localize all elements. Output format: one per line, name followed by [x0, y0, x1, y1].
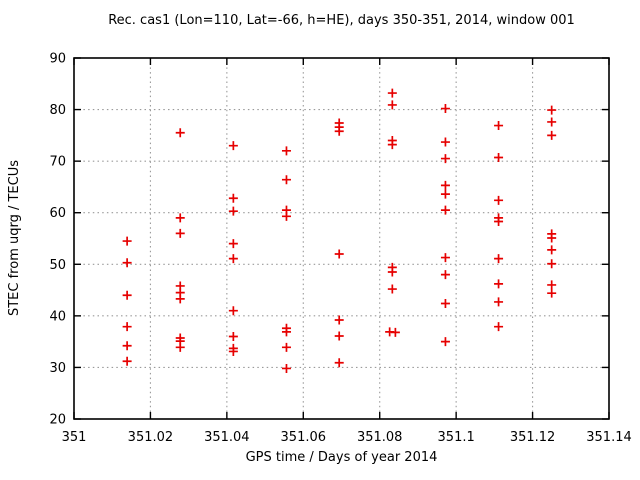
- y-tick-label: 40: [49, 309, 66, 324]
- data-point: [547, 105, 557, 115]
- data-point: [175, 342, 185, 352]
- data-point: [334, 358, 344, 368]
- chart-title: Rec. cas1 (Lon=110, Lat=-66, h=HE), days…: [108, 13, 575, 28]
- data-point: [281, 211, 291, 221]
- y-tick-label: 70: [49, 155, 66, 170]
- x-tick-label: 351.14: [586, 430, 632, 445]
- data-point: [281, 146, 291, 156]
- data-point: [494, 216, 504, 226]
- data-point: [228, 306, 238, 316]
- y-tick-label: 90: [49, 52, 66, 67]
- x-tick-label: 351.04: [204, 430, 250, 445]
- y-axis-label: STEC from uqrg / TECUs: [7, 159, 22, 317]
- data-point: [175, 128, 185, 138]
- data-point: [281, 342, 291, 352]
- data-point: [122, 258, 132, 268]
- data-point: [281, 175, 291, 185]
- y-tick-label: 20: [49, 413, 66, 428]
- data-point: [228, 239, 238, 249]
- data-point: [281, 327, 291, 337]
- data-point: [281, 363, 291, 373]
- data-point: [494, 254, 504, 264]
- data-point: [228, 141, 238, 151]
- data-point: [175, 213, 185, 223]
- y-tick-label: 60: [49, 206, 66, 221]
- data-point: [440, 180, 450, 190]
- data-point: [334, 126, 344, 136]
- data-point: [547, 117, 557, 127]
- data-point: [228, 206, 238, 216]
- data-point: [547, 245, 557, 255]
- x-tick-label: 351: [62, 430, 87, 445]
- data-point: [390, 327, 400, 337]
- data-point: [547, 259, 557, 269]
- data-point: [440, 298, 450, 308]
- data-point: [440, 270, 450, 280]
- data-point: [494, 297, 504, 307]
- data-point: [547, 233, 557, 243]
- data-point: [440, 154, 450, 164]
- y-tick-label: 30: [49, 361, 66, 376]
- x-tick-label: 351.08: [357, 430, 403, 445]
- x-tick-label: 351.12: [510, 430, 556, 445]
- data-point: [440, 205, 450, 215]
- data-point: [494, 322, 504, 332]
- plot-border: [73, 57, 610, 420]
- data-point: [334, 249, 344, 259]
- data-point: [228, 331, 238, 341]
- data-point: [547, 130, 557, 140]
- data-point: [547, 280, 557, 290]
- data-point: [494, 279, 504, 289]
- y-tick-label: 80: [49, 103, 66, 118]
- x-tick-label: 351.06: [281, 430, 327, 445]
- data-point: [547, 288, 557, 298]
- data-point: [387, 100, 397, 110]
- data-point: [440, 189, 450, 199]
- data-point: [440, 253, 450, 263]
- x-tick-label: 351.02: [128, 430, 174, 445]
- x-tick-label: 351.1: [438, 430, 475, 445]
- data-point: [175, 294, 185, 304]
- x-axis-label: GPS time / Days of year 2014: [245, 450, 438, 465]
- data-point: [387, 88, 397, 98]
- data-point: [387, 140, 397, 150]
- data-point: [494, 121, 504, 131]
- data-point: [228, 346, 238, 356]
- data-point: [122, 236, 132, 246]
- data-point: [387, 267, 397, 277]
- data-point: [387, 284, 397, 294]
- data-point: [122, 356, 132, 366]
- data-point: [440, 137, 450, 147]
- data-point: [334, 315, 344, 325]
- data-point: [494, 153, 504, 163]
- data-point: [122, 341, 132, 351]
- data-point: [175, 228, 185, 238]
- data-point: [122, 322, 132, 332]
- data-point: [334, 331, 344, 341]
- data-point: [440, 337, 450, 347]
- data-point: [494, 195, 504, 205]
- data-point: [122, 290, 132, 300]
- data-point: [228, 254, 238, 264]
- data-point: [440, 104, 450, 114]
- y-tick-label: 50: [49, 258, 66, 273]
- data-point: [228, 193, 238, 203]
